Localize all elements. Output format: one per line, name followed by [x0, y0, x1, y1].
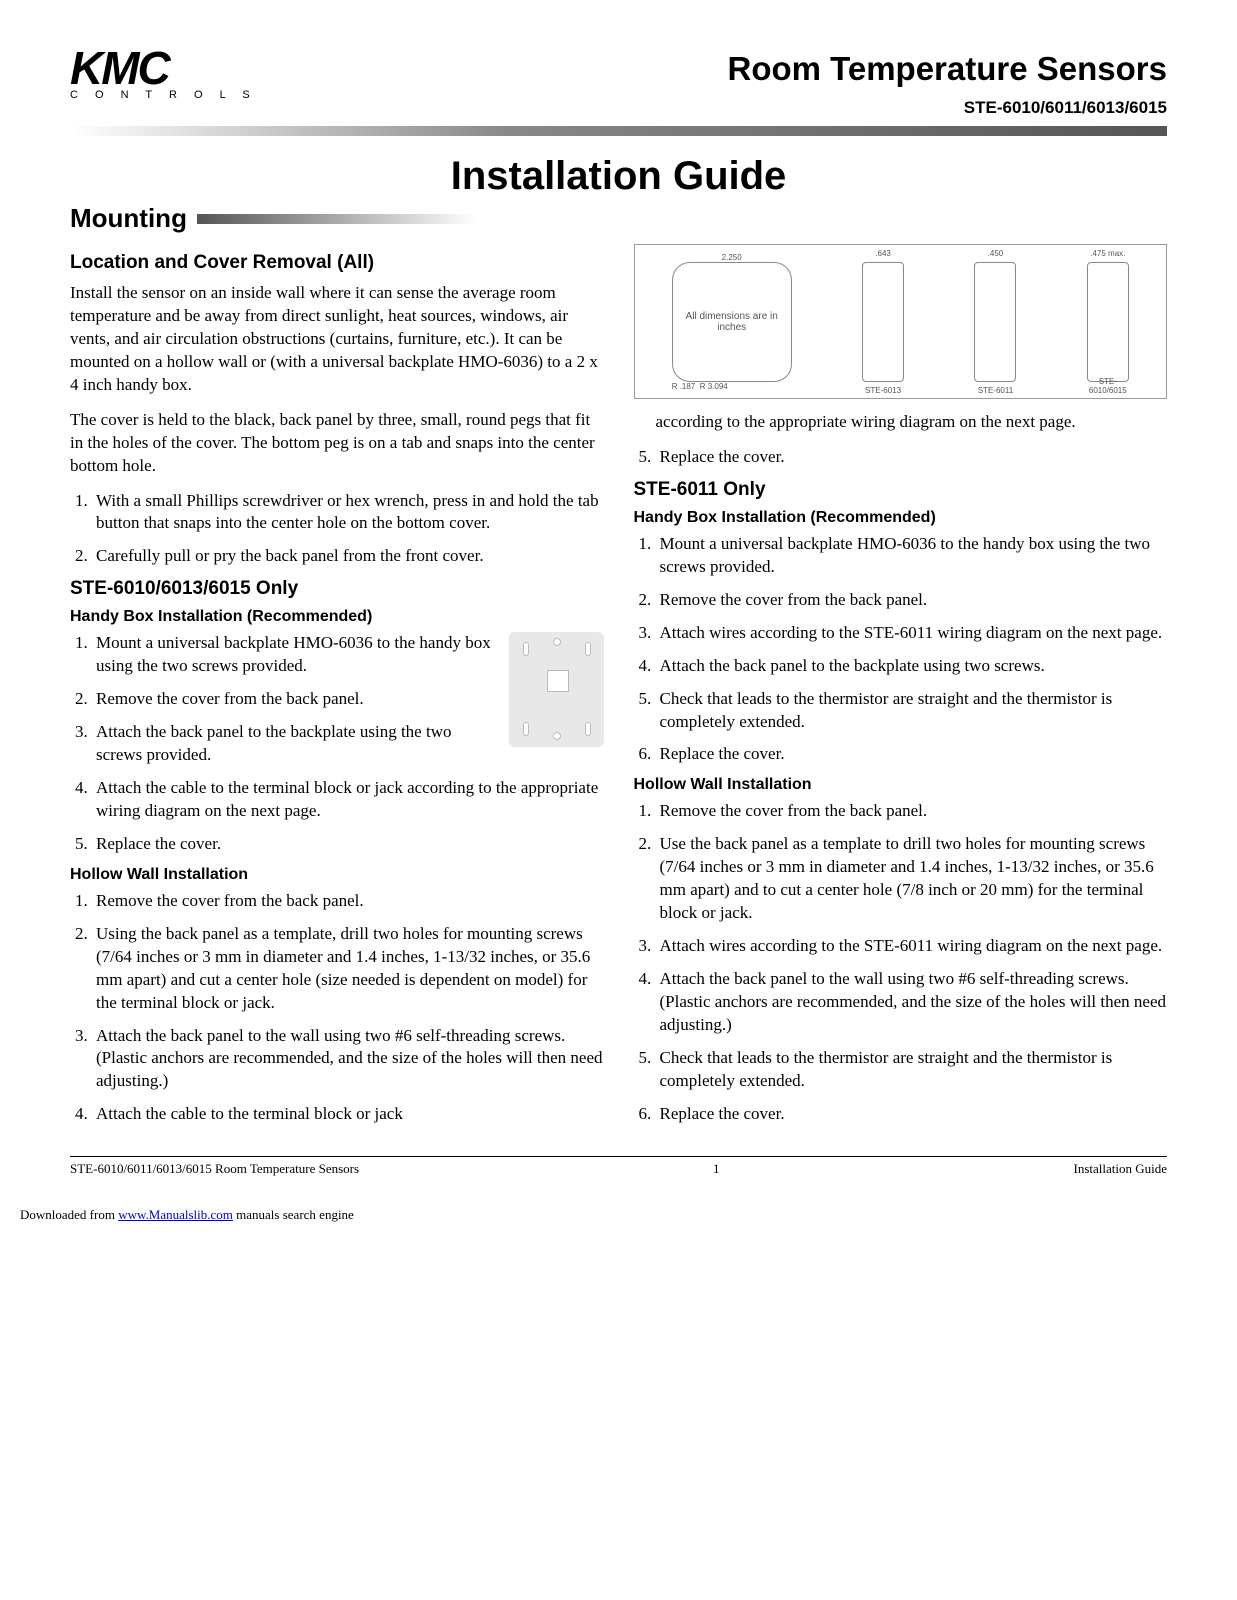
hollow-wall-steps: Remove the cover from the back panel. Us…	[70, 890, 604, 1126]
model-numbers: STE-6010/6011/6013/6015	[727, 98, 1167, 118]
list-item: With a small Phillips screwdriver or hex…	[92, 490, 604, 536]
header-rule	[70, 126, 1167, 136]
continuation-text: according to the appropriate wiring diag…	[656, 411, 1168, 434]
list-item: Attach the back panel to the wall using …	[656, 968, 1168, 1037]
dimensions-diagram: 2.250 All dimensions are in inches R .18…	[634, 244, 1168, 399]
location-heading: Location and Cover Removal (All)	[70, 252, 604, 274]
list-item: Replace the cover.	[92, 833, 604, 856]
logo: KMC C O N T R O L S	[70, 50, 257, 101]
list-item: Check that leads to the thermistor are s…	[656, 1047, 1168, 1093]
download-prefix: Downloaded from	[20, 1207, 118, 1222]
page-header: KMC C O N T R O L S Room Temperature Sen…	[70, 50, 1167, 118]
dim-front-view: All dimensions are in inches	[672, 262, 792, 382]
list-item: Remove the cover from the back panel.	[656, 589, 1168, 612]
dim-side-6011: .450 STE-6011	[974, 262, 1016, 382]
download-link[interactable]: www.Manualslib.com	[118, 1207, 233, 1222]
logo-text: KMC	[70, 50, 257, 87]
list-item: Use the back panel as a template to dril…	[656, 833, 1168, 925]
hollow-wall-steps-r: Remove the cover from the back panel. Us…	[634, 800, 1168, 1125]
list-item: Attach wires according to the STE-6011 w…	[656, 935, 1168, 958]
hollow-wall-heading-r: Hollow Wall Installation	[634, 776, 1168, 794]
list-item: Replace the cover.	[656, 446, 1168, 469]
handy-box-steps-r: Mount a universal backplate HMO-6036 to …	[634, 533, 1168, 767]
dim-side-6013: .643 STE-6013	[862, 262, 904, 382]
main-title: Installation Guide	[70, 154, 1167, 199]
location-steps: With a small Phillips screwdriver or hex…	[70, 490, 604, 569]
list-item: Remove the cover from the back panel.	[656, 800, 1168, 823]
dim-side-6010: .475 max. STE-6010/6015	[1087, 262, 1129, 382]
list-item: Replace the cover.	[656, 1103, 1168, 1126]
list-item: Mount a universal backplate HMO-6036 to …	[656, 533, 1168, 579]
location-para-2: The cover is held to the black, back pan…	[70, 409, 604, 478]
list-item: Remove the cover from the back panel.	[92, 890, 604, 913]
footer-page-number: 1	[713, 1161, 720, 1177]
handy-box-heading-r: Handy Box Installation (Recommended)	[634, 509, 1168, 527]
section-heading: Mounting	[70, 203, 187, 234]
content-columns: Location and Cover Removal (All) Install…	[70, 244, 1167, 1136]
list-item: Attach the cable to the terminal block o…	[92, 1103, 604, 1126]
header-right: Room Temperature Sensors STE-6010/6011/6…	[727, 50, 1167, 118]
list-item: Attach the back panel to the backplate u…	[656, 655, 1168, 678]
dim-width: 2.250	[672, 253, 792, 262]
download-suffix: manuals search engine	[233, 1207, 354, 1222]
logo-subtext: C O N T R O L S	[70, 89, 257, 101]
ste6011-heading: STE-6011 Only	[634, 479, 1168, 501]
location-para-1: Install the sensor on an inside wall whe…	[70, 282, 604, 397]
footer-right: Installation Guide	[1073, 1161, 1167, 1177]
list-item: Attach wires according to the STE-6011 w…	[656, 622, 1168, 645]
right-column: 2.250 All dimensions are in inches R .18…	[634, 244, 1168, 1136]
list-item: Check that leads to the thermistor are s…	[656, 688, 1168, 734]
page-footer: STE-6010/6011/6013/6015 Room Temperature…	[70, 1157, 1167, 1177]
footer-left: STE-6010/6011/6013/6015 Room Temperature…	[70, 1161, 359, 1177]
handy-box-heading: Handy Box Installation (Recommended)	[70, 608, 604, 626]
list-item: Using the back panel as a template, dril…	[92, 923, 604, 1015]
section-bar	[197, 214, 477, 224]
ste6010-heading: STE-6010/6013/6015 Only	[70, 578, 604, 600]
dim-radii: R .187 R 3.094	[672, 382, 792, 391]
backplate-diagram	[509, 632, 604, 747]
left-column: Location and Cover Removal (All) Install…	[70, 244, 604, 1136]
hollow-wall-heading: Hollow Wall Installation	[70, 866, 604, 884]
list-item: Carefully pull or pry the back panel fro…	[92, 545, 604, 568]
download-line: Downloaded from www.Manualslib.com manua…	[20, 1207, 1167, 1223]
list-item: Replace the cover.	[656, 743, 1168, 766]
continuation-step: Replace the cover.	[634, 446, 1168, 469]
document-title: Room Temperature Sensors	[727, 50, 1167, 88]
list-item: Attach the back panel to the wall using …	[92, 1025, 604, 1094]
list-item: Attach the cable to the terminal block o…	[92, 777, 604, 823]
section-heading-row: Mounting	[70, 203, 1167, 234]
